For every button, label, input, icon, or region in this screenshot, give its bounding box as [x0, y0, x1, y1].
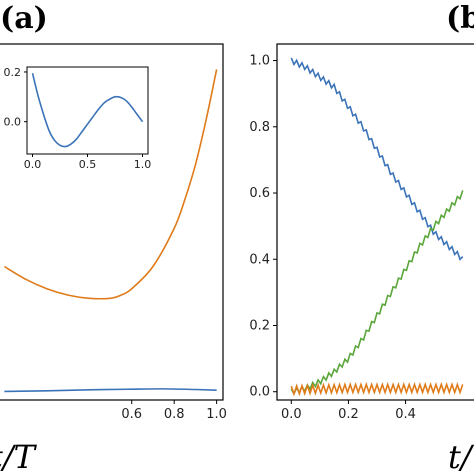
panel-b-label: (b	[446, 1, 474, 36]
panel-b-main-ytick-label: 0.4	[249, 252, 270, 267]
panel-a-inset-xtick-label: 0.0	[24, 158, 42, 171]
panel-b-xlabel: t/	[448, 438, 474, 474]
panel-b-main-xtick-label: 0.0	[281, 407, 302, 422]
panel-a-main-series-1-line	[4, 388, 217, 393]
panel-a-inset-xtick-label: 1.0	[134, 158, 152, 171]
panel-a-main-xtick-label: 0.6	[121, 407, 142, 422]
panel-b-main-series-2-line	[290, 381, 464, 397]
panel-a-main-xtick-label: 1.0	[206, 407, 227, 422]
panel-a-xlabel: t/T	[0, 438, 38, 474]
panel-b-main-series-0-line	[290, 57, 464, 261]
panel-a-main-plot: 0.6 0.8 1.0	[0, 43, 227, 422]
panel-b-main-ytick-label: 0.6	[249, 186, 270, 201]
panel-a-main-xtick-label: 0.8	[164, 407, 185, 422]
panel-b-main-xtick-label: 0.4	[395, 407, 416, 422]
panel-b-main-ytick-label: 0.2	[249, 318, 270, 333]
panel-a-inset-xtick-label: 0.5	[79, 158, 97, 171]
panel-a-main-series-0-line	[3, 69, 218, 300]
panel-b-main-series-1-line	[290, 190, 464, 396]
panel-a-inset-plot: 0.0 0.5 1.0 0.0 0.2	[4, 66, 152, 171]
panel-b-main-xtick-label: 0.2	[338, 407, 359, 422]
panel-a-inset-ytick-label: 0.0	[4, 116, 22, 129]
panel-b-main-plot: 0.0 0.2 0.4 0.0 0.2 0.4 0.6 0.8 1.0	[249, 43, 474, 422]
panel-a-plot-frame	[0, 43, 224, 401]
panel-a-label: (a)	[0, 1, 48, 36]
panel-b-main-ytick-label: 1.0	[249, 54, 270, 69]
panel-a-inset-ytick-label: 0.2	[4, 66, 22, 79]
panel-b-main-ytick-label: 0.0	[249, 385, 270, 400]
panel-b-main-ytick-label: 0.8	[249, 120, 270, 135]
panel-a-inset-frame	[26, 66, 149, 155]
panel-a-inset-series-0-line	[31, 73, 144, 148]
panel-b-plot-frame	[276, 43, 474, 401]
